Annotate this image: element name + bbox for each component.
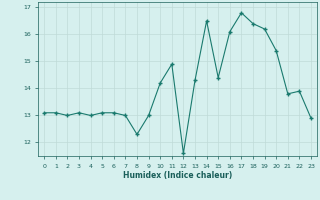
X-axis label: Humidex (Indice chaleur): Humidex (Indice chaleur) — [123, 171, 232, 180]
